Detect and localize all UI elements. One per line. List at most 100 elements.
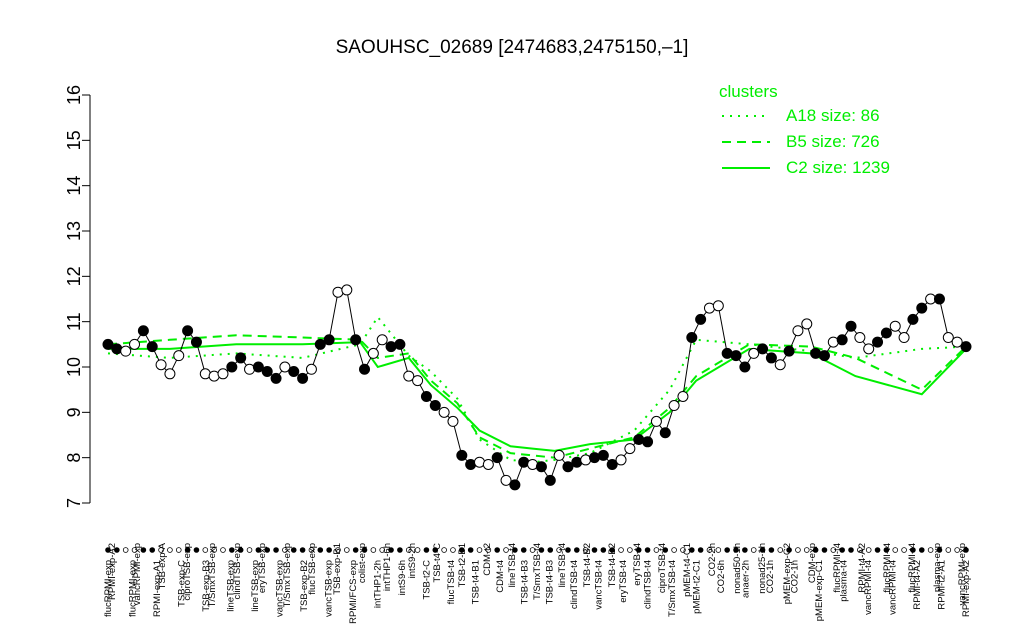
y-tick-label: 11: [64, 312, 84, 331]
rug-marker: [848, 547, 854, 553]
data-point: [757, 343, 769, 355]
rug-marker: [441, 547, 447, 553]
rug-marker: [795, 547, 801, 553]
data-point: [668, 400, 680, 412]
rug-marker: [335, 547, 341, 553]
rug-marker: [662, 547, 669, 553]
x-label-upper: lineTSB-t4: [507, 543, 518, 587]
rug-marker: [529, 547, 536, 553]
rug-marker: [379, 547, 386, 553]
data-point: [500, 474, 512, 486]
rug-marker: [273, 547, 279, 553]
x-label-lower: CO2-1h: [789, 560, 800, 593]
rug-marker: [821, 547, 828, 553]
x-label-upper: intTHP1-6h: [382, 543, 393, 591]
x-label-upper: colist-exp: [357, 543, 368, 583]
legend-label: C2 size: 1239: [786, 158, 890, 177]
x-label-lower: CO2-1h: [765, 560, 776, 593]
x-label-lower: plasma-t4: [838, 560, 849, 602]
rug-marker: [910, 547, 916, 553]
data-point: [447, 415, 459, 427]
rug-marker: [114, 547, 120, 553]
rug-marker: [220, 547, 226, 553]
rug-marker: [839, 547, 845, 553]
rug-marker: [547, 547, 554, 553]
data-point: [129, 338, 141, 350]
data-point: [235, 352, 247, 364]
data-point: [792, 325, 804, 337]
x-label-upper: TSB-exp-A: [157, 542, 168, 589]
legend-label: B5 size: 726: [786, 132, 880, 151]
x-label-lower: vancRPMI-t4: [888, 560, 899, 615]
data-point: [686, 332, 698, 344]
x-label-lower: clindTSB-t4: [642, 560, 653, 609]
rug-marker: [591, 547, 598, 553]
y-tick-label: 12: [64, 266, 84, 286]
x-label-upper: vancRPMI-exp: [957, 543, 968, 605]
x-label-upper: lineTSB-t4: [557, 543, 568, 587]
data-point: [252, 361, 264, 373]
x-label-upper: TSB-exp-B1: [332, 543, 343, 595]
data-point: [872, 336, 884, 348]
rug-marker: [450, 547, 456, 553]
rug-marker: [582, 547, 589, 553]
x-label-lower: flucRPMI-exp: [103, 560, 114, 617]
data-point: [314, 338, 326, 350]
rug-marker: [246, 547, 253, 553]
rug-marker: [459, 547, 465, 553]
rug-marker: [167, 547, 173, 553]
x-label-lower: vancTSB-exp: [275, 560, 286, 617]
data-point: [217, 368, 229, 380]
rug-marker: [680, 547, 686, 553]
rug-marker: [857, 547, 863, 553]
legend: clusters A18 size: 86 B5 size: 726 C2 size…: [719, 82, 890, 177]
y-tick-label: 14: [64, 176, 84, 196]
x-label-upper: CDM-t2: [482, 543, 493, 576]
rug-marker: [432, 547, 439, 553]
x-label-upper: TSB-t2-B1: [457, 543, 468, 587]
rug-marker: [918, 547, 925, 553]
data-point: [650, 415, 662, 427]
data-point: [677, 390, 689, 402]
x-label-lower: intTHP1-2h: [373, 560, 384, 608]
x-label-lower: RPMI-t2-A1: [937, 560, 948, 610]
x-label-upper: ciproTSB-t4: [657, 543, 668, 593]
rug-marker: [803, 547, 810, 553]
data-point: [403, 370, 415, 382]
rug-marker: [423, 547, 430, 553]
x-label-lower: CDM-t4: [495, 560, 506, 593]
x-label-lower: lineTSB-exp: [226, 560, 237, 612]
x-label-lower: TSB-t4-B3: [544, 560, 555, 604]
rug-marker: [556, 547, 562, 553]
y-tick-label: 7: [64, 498, 84, 508]
data-point: [376, 334, 388, 346]
rug-marker: [812, 547, 819, 553]
x-label-upper: T/SmxTSB-t4: [532, 543, 543, 600]
rug-marker: [715, 547, 722, 553]
data-point: [226, 361, 238, 373]
cluster-line-dotted: [107, 315, 967, 464]
rug-marker: [750, 547, 757, 553]
x-label-lower: RPMI-exp-A1: [152, 560, 163, 617]
x-label-upper: TSB-t4-C: [432, 543, 443, 583]
rug-marker: [237, 547, 244, 553]
rug-marker: [140, 547, 147, 553]
rug-marker: [352, 547, 359, 553]
x-label-lower: flucTSB-t4: [446, 560, 457, 604]
rug-marker: [282, 547, 288, 553]
x-label-upper: TSB-t4-B2: [607, 543, 618, 587]
rug-marker: [777, 547, 784, 553]
data-point: [836, 334, 848, 346]
x-label-lower: CO2-6h: [716, 560, 727, 593]
data-point: [942, 332, 954, 344]
y-tick-label: 16: [64, 85, 84, 105]
x-label-lower: eryTSB-t4: [618, 560, 629, 603]
data-point: [535, 461, 547, 473]
data-point: [889, 320, 901, 332]
x-label-lower: TSB-exp-C: [177, 560, 188, 607]
data-point: [412, 375, 424, 387]
y-tick-label: 9: [64, 407, 84, 417]
rug-marker: [644, 547, 651, 553]
x-label-upper: flucRPMI-t4: [907, 543, 918, 593]
data-point: [544, 474, 556, 486]
